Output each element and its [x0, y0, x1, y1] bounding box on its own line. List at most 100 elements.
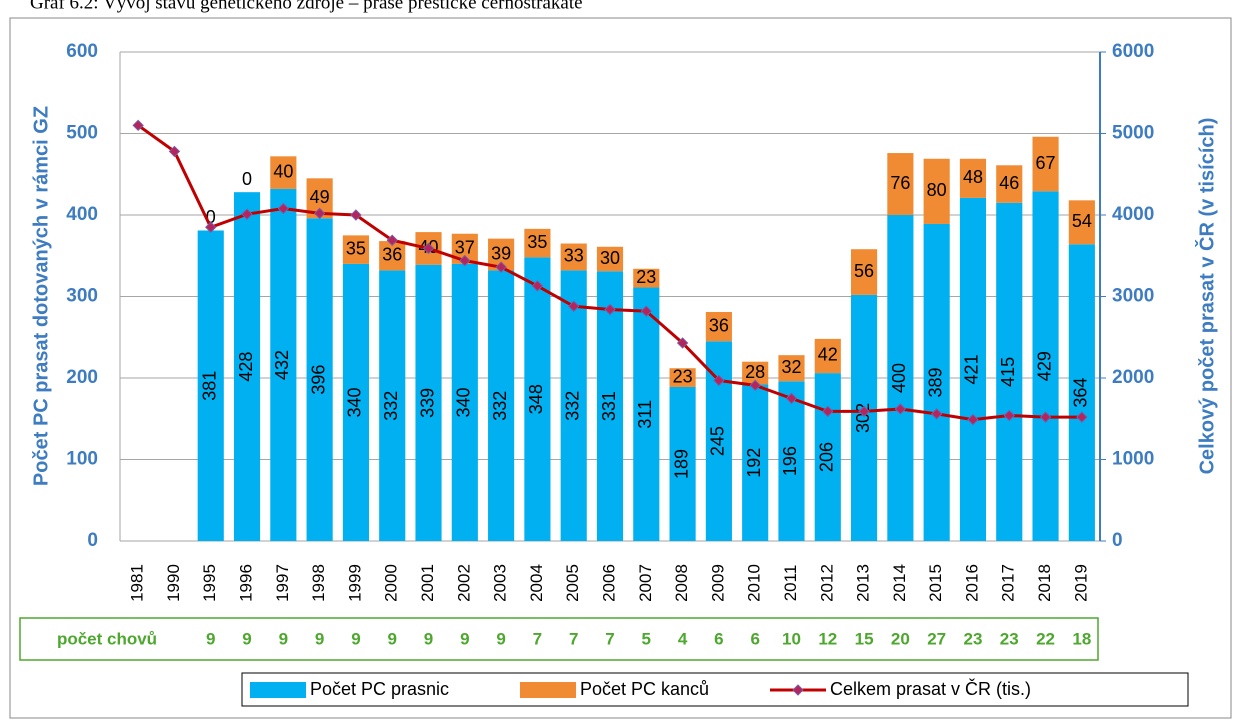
x-tick-label: 2017	[999, 564, 1018, 602]
herd-count: 12	[818, 629, 837, 648]
data-label: 32	[781, 357, 801, 377]
bar	[996, 165, 1023, 203]
bar	[778, 381, 805, 541]
bar	[1032, 191, 1059, 542]
x-tick-label: 2019	[1071, 564, 1090, 602]
bar	[560, 243, 587, 271]
x-tick-label: 1995	[200, 564, 219, 602]
data-label: 206	[817, 442, 837, 472]
data-label: 332	[562, 391, 582, 421]
bar	[1068, 200, 1095, 245]
bar	[415, 264, 442, 541]
line-marker	[604, 303, 616, 316]
data-label: 332	[490, 391, 510, 421]
data-label: 30	[600, 248, 620, 268]
data-label: 429	[1034, 351, 1054, 381]
line-marker	[858, 405, 870, 418]
herd-count: 9	[460, 629, 469, 648]
bar	[742, 361, 769, 385]
herds-label: počet chovů	[57, 629, 157, 648]
line-marker	[749, 379, 761, 392]
data-label: 67	[1036, 153, 1056, 173]
line-marker	[1003, 409, 1015, 422]
y-tick-label: 0	[87, 530, 98, 551]
bar	[342, 263, 369, 541]
line-marker	[1076, 411, 1088, 423]
x-tick-label: 2016	[962, 564, 981, 602]
x-tick-label: 2005	[563, 564, 582, 602]
y-tick-label: 100	[66, 449, 98, 470]
legend-box	[241, 672, 1189, 707]
data-label: 340	[454, 387, 474, 417]
bar	[705, 341, 732, 541]
herd-count: 18	[1072, 629, 1091, 648]
data-label: 35	[346, 238, 366, 258]
data-label: 192	[744, 448, 764, 478]
y2-tick-label: 3000	[1112, 286, 1154, 307]
bar	[633, 287, 660, 541]
herd-count: 9	[351, 629, 360, 648]
line-marker	[930, 408, 943, 420]
bar	[197, 230, 224, 542]
line-marker	[205, 221, 217, 233]
data-label: 46	[999, 173, 1019, 193]
herd-count: 9	[315, 629, 324, 648]
bar	[270, 156, 297, 189]
bar	[887, 215, 914, 541]
bar	[923, 223, 950, 541]
herd-count: 7	[605, 629, 614, 648]
x-tick-label: 2012	[817, 564, 836, 602]
herd-count: 23	[1000, 629, 1019, 648]
data-label: 42	[818, 345, 838, 365]
x-tick-label: 2001	[418, 564, 437, 602]
herd-count: 5	[642, 629, 651, 648]
bar	[887, 153, 914, 215]
bar	[959, 158, 987, 198]
bar	[814, 373, 841, 541]
x-tick-label: 1998	[309, 564, 328, 602]
data-label: 23	[673, 366, 693, 386]
line-marker	[422, 242, 435, 255]
y2-tick-label: 5000	[1112, 123, 1154, 144]
data-label: 245	[708, 426, 728, 456]
line-marker	[386, 234, 398, 246]
bar	[596, 271, 624, 541]
data-label: 48	[963, 167, 983, 187]
data-label: 49	[310, 187, 330, 207]
data-label: 0	[206, 207, 216, 227]
herd-count: 9	[387, 629, 396, 648]
data-label: 0	[242, 169, 252, 189]
y2-tick-label: 6000	[1112, 41, 1154, 62]
data-label: 364	[1071, 378, 1091, 408]
line-marker	[313, 207, 326, 220]
x-tick-label: 2010	[745, 564, 764, 602]
data-label: 421	[962, 354, 982, 384]
data-label: 339	[417, 388, 437, 418]
data-label: 332	[381, 391, 401, 421]
y-tick-label: 500	[66, 123, 98, 144]
y-tick-label: 400	[66, 204, 98, 225]
x-tick-label: 1990	[164, 564, 183, 602]
data-label: 331	[599, 391, 619, 421]
data-label: 189	[671, 449, 691, 479]
herd-count: 7	[569, 629, 578, 648]
x-tick-label: 2003	[491, 564, 510, 602]
y-axis-title: Počet PC prasat dotovaných v rámci GZ	[30, 106, 52, 486]
data-label: 35	[527, 232, 547, 252]
bar	[306, 218, 333, 541]
data-label: 39	[491, 243, 511, 263]
data-label: 56	[854, 261, 874, 281]
data-label: 36	[382, 245, 402, 265]
chart-border	[9, 17, 1232, 719]
bar	[1068, 244, 1095, 541]
line-marker	[531, 280, 544, 292]
x-tick-label: 2009	[708, 564, 727, 602]
bar	[342, 235, 369, 264]
herd-count: 23	[964, 629, 983, 648]
y2-tick-label: 0	[1112, 530, 1123, 551]
data-label: 37	[455, 238, 475, 258]
herd-count: 9	[496, 629, 505, 648]
line-marker	[822, 405, 834, 418]
herd-count: 9	[279, 629, 288, 648]
y-tick-label: 200	[66, 367, 98, 388]
